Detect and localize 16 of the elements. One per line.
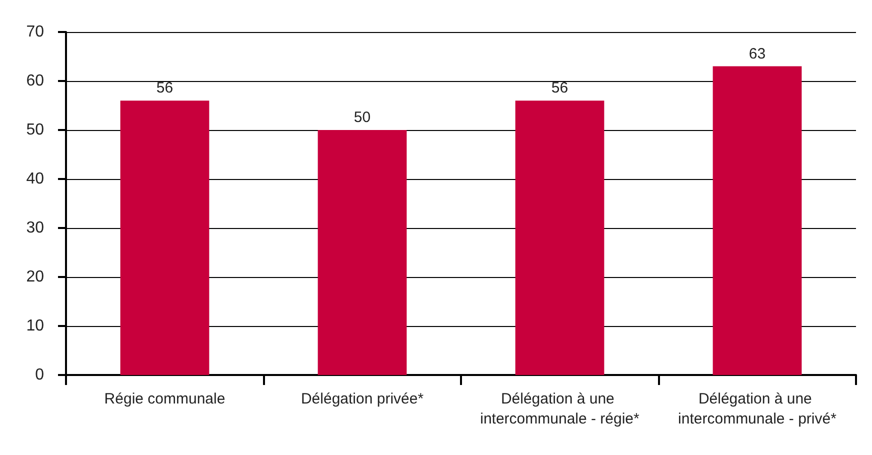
x-tick-label: Délégation à une intercommunale - privé* (678, 390, 837, 428)
y-tick-label: 20 (26, 268, 44, 286)
x-tick-label: Délégation à une intercommunale - régie* (480, 390, 640, 428)
y-tick-label: 10 (26, 318, 44, 334)
data-label: 56 (551, 80, 568, 97)
data-label: 63 (748, 45, 766, 62)
y-tick-label: 0 (35, 366, 44, 384)
x-tick-label: Régie communale (104, 390, 226, 408)
data-label: 50 (354, 109, 371, 126)
y-tick-label: 30 (26, 220, 44, 236)
data-label: 56 (156, 80, 174, 97)
y-tick-label: 70 (26, 24, 44, 40)
x-tick-label: Délégation privée* (300, 390, 424, 408)
y-tick-label: 60 (26, 72, 44, 90)
y-tick-label: 50 (26, 122, 44, 138)
y-tick-label: 40 (26, 170, 44, 188)
